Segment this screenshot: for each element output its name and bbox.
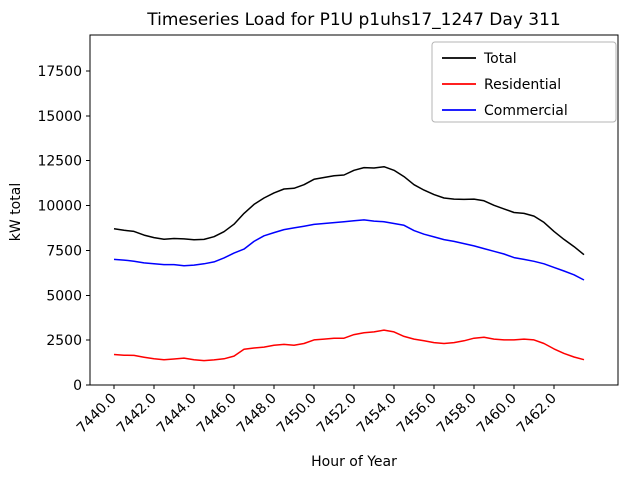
x-axis-label: Hour of Year	[311, 454, 397, 470]
series-line-total	[113, 165, 585, 256]
y-axis-ticks: 0 2500 5000 7500 10000 12500 15000 17500	[37, 64, 90, 394]
legend-item-residential: Residential	[442, 77, 561, 93]
x-tick-label: 7446.0	[194, 391, 240, 437]
x-tick-label: 7440.0	[74, 391, 120, 437]
x-tick-label: 7456.0	[394, 391, 440, 437]
x-tick-label: 7454.0	[354, 391, 400, 437]
series-line-commercial	[113, 219, 585, 281]
legend-label: Total	[483, 51, 517, 67]
x-tick-label: 7458.0	[434, 391, 480, 437]
x-axis-ticks: 7440.07442.07444.07446.07448.07450.07452…	[74, 385, 560, 436]
chart-title: Timeseries Load for P1U p1uhs17_1247 Day…	[146, 10, 560, 30]
y-tick-label: 10000	[37, 199, 82, 215]
y-tick-label: 5000	[46, 288, 82, 304]
legend: Total Residential Commercial	[431, 41, 617, 123]
legend-item-commercial: Commercial	[442, 103, 568, 119]
legend-label: Commercial	[484, 103, 568, 119]
y-tick-label: 12500	[37, 154, 82, 170]
x-tick-label: 7462.0	[514, 391, 560, 437]
y-tick-label: 15000	[37, 109, 82, 125]
legend-item-total: Total	[442, 51, 517, 67]
y-tick-label: 17500	[37, 64, 82, 80]
series-line-residential	[113, 329, 585, 362]
y-tick-label: 0	[73, 378, 82, 394]
y-axis-label: kW total	[8, 183, 24, 241]
legend-label: Residential	[484, 77, 561, 93]
x-tick-label: 7448.0	[234, 391, 280, 437]
x-tick-label: 7450.0	[274, 391, 320, 437]
legend-box	[431, 41, 617, 123]
y-tick-label: 7500	[46, 243, 82, 259]
y-tick-label: 2500	[46, 333, 82, 349]
x-tick-label: 7460.0	[474, 391, 520, 437]
x-tick-label: 7442.0	[114, 391, 160, 437]
x-tick-label: 7452.0	[314, 391, 360, 437]
x-tick-label: 7444.0	[154, 391, 200, 437]
series-lines	[113, 165, 585, 362]
